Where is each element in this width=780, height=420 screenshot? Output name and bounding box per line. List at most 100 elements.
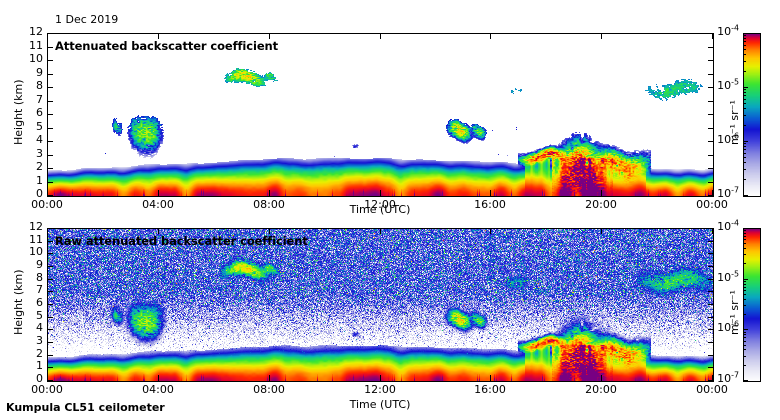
colorbar-minor-tick [744, 230, 746, 231]
y-tick-right [708, 141, 713, 142]
x-tick-label: 12:00 [364, 198, 396, 211]
y-tick [48, 101, 53, 102]
y-tick-label: 5 [36, 309, 43, 322]
colorbar-minor-tick [744, 143, 746, 144]
y-tick [48, 317, 53, 318]
x-tick-label: 16:00 [474, 383, 506, 396]
y-tick-right [708, 367, 713, 368]
colorbar-minor-tick [744, 284, 746, 285]
y-tick-right [708, 182, 713, 183]
colorbar-minor-tick [744, 71, 746, 72]
y-tick [48, 355, 53, 356]
colorbar-minor-tick [744, 35, 746, 36]
y-tick-label: 8 [36, 271, 43, 284]
y-tick-label: 10 [29, 245, 43, 258]
panel-title-top: Attenuated backscatter coefficient [55, 39, 279, 53]
colorbar-minor-tick [744, 239, 746, 240]
y-tick [48, 87, 53, 88]
y-tick-right [708, 317, 713, 318]
y-tick [48, 342, 53, 343]
y-tick [48, 329, 53, 330]
x-tick-top [601, 228, 602, 234]
y-tick [48, 304, 53, 305]
date-label: 1 Dec 2019 [55, 13, 119, 26]
y-tick-right [708, 60, 713, 61]
y-tick-label: 11 [29, 233, 43, 246]
colorbar-minor-tick [744, 332, 746, 333]
y-tick-label: 2 [36, 347, 43, 360]
y-tick-label: 8 [36, 79, 43, 92]
y-tick [48, 241, 53, 242]
y-tick-right [708, 168, 713, 169]
y-tick-right [708, 114, 713, 115]
colorbar-tick-label: 10-5 [717, 269, 739, 284]
y-tick-label: 3 [36, 334, 43, 347]
y-tick-label: 2 [36, 160, 43, 173]
y-tick-right [708, 195, 713, 196]
x-tick [158, 190, 159, 196]
x-tick-top [47, 33, 48, 39]
colorbar-minor-tick [744, 41, 746, 42]
colorbar-minor-tick [744, 49, 746, 50]
colorbar-tick [744, 87, 748, 88]
x-tick [47, 190, 48, 196]
colorbar-minor-tick [744, 254, 746, 255]
x-tick [490, 375, 491, 381]
x-tick [601, 190, 602, 196]
y-tick-right [708, 355, 713, 356]
y-tick-label: 11 [29, 39, 43, 52]
y-tick-right [708, 128, 713, 129]
y-tick-right [708, 74, 713, 75]
colorbar-minor-tick [744, 61, 746, 62]
colorbar-minor-tick [744, 108, 746, 109]
y-tick [48, 74, 53, 75]
colorbar-minor-tick [744, 248, 746, 249]
y-tick [48, 168, 53, 169]
y-tick-right [708, 329, 713, 330]
x-tick-label: 04:00 [142, 198, 174, 211]
y-tick-right [708, 33, 713, 34]
y-tick-label: 0 [36, 187, 43, 200]
x-tick-top [601, 33, 602, 39]
x-axis-title-bottom: Time (UTC) [349, 398, 411, 411]
x-tick [490, 190, 491, 196]
colorbar-minor-tick [744, 345, 746, 346]
x-tick [158, 375, 159, 381]
y-tick-right [708, 380, 713, 381]
y-tick [48, 128, 53, 129]
y-tick [48, 60, 53, 61]
colorbar-gradient-top [743, 33, 761, 197]
x-tick-label: 20:00 [585, 198, 617, 211]
y-tick [48, 195, 53, 196]
x-tick [712, 375, 713, 381]
y-tick [48, 279, 53, 280]
colorbar-minor-tick [744, 287, 746, 288]
colorbar-minor-tick [744, 146, 746, 147]
y-tick [48, 33, 53, 34]
colorbar-tick [744, 195, 748, 196]
colorbar-minor-tick [744, 45, 746, 46]
colorbar-minor-tick [744, 99, 746, 100]
heatmap-bottom [48, 229, 713, 381]
y-tick [48, 47, 53, 48]
colorbar-tick-label: 10-6 [717, 319, 739, 334]
colorbar-minor-tick [744, 290, 746, 291]
x-tick [269, 190, 270, 196]
x-tick-label: 00:00 [31, 383, 63, 396]
colorbar-tick [744, 228, 748, 229]
y-tick-right [708, 291, 713, 292]
x-tick-label: 20:00 [585, 383, 617, 396]
x-tick [380, 190, 381, 196]
colorbar-minor-tick [744, 125, 746, 126]
colorbar-minor-tick [744, 233, 746, 234]
y-tick-label: 12 [29, 25, 43, 38]
x-tick-top [490, 33, 491, 39]
y-tick [48, 380, 53, 381]
x-tick-top [380, 33, 381, 39]
colorbar-minor-tick [744, 305, 746, 306]
x-tick-label: 12:00 [364, 383, 396, 396]
x-tick-top [269, 33, 270, 39]
x-tick-label: 00:00 [31, 198, 63, 211]
x-tick-label: 08:00 [253, 198, 285, 211]
y-tick-label: 7 [36, 93, 43, 106]
